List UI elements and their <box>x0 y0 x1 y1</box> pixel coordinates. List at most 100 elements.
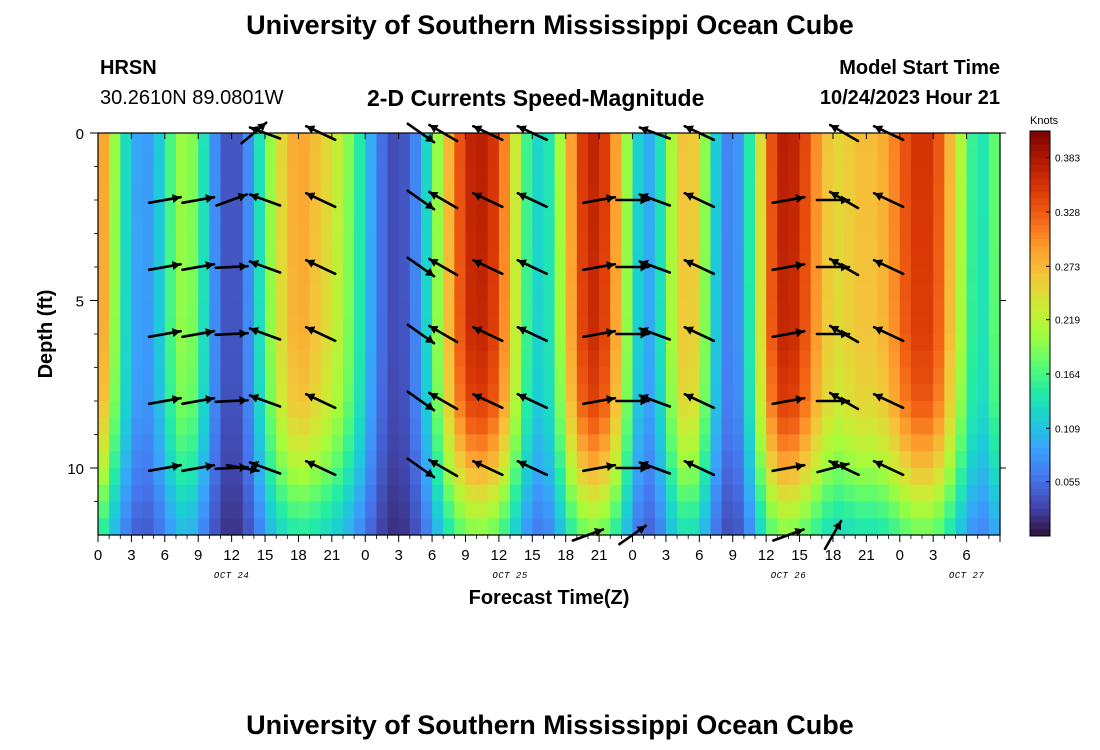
heat-cell <box>98 300 110 318</box>
heat-cell <box>721 384 734 402</box>
heat-cell <box>398 283 411 302</box>
heat-cell <box>955 267 968 285</box>
heat-cell <box>988 300 1001 318</box>
vector-head <box>424 200 435 210</box>
heat-cell <box>164 250 177 268</box>
heat-cell <box>387 434 400 452</box>
heat-cell <box>131 233 144 251</box>
heat-cell <box>766 434 778 452</box>
heat-cell <box>977 501 990 519</box>
heat-cell <box>643 300 656 318</box>
heat-cell <box>354 501 366 519</box>
heat-cell <box>142 183 155 201</box>
heat-cell <box>287 166 300 184</box>
heat-cell <box>309 501 322 519</box>
heat-cell <box>120 518 133 536</box>
heat-cell <box>276 468 288 486</box>
heat-cell <box>98 267 110 285</box>
heat-cell <box>387 300 400 318</box>
heat-cell <box>732 434 745 452</box>
current-vector <box>304 258 337 276</box>
heat-cell <box>988 350 1001 369</box>
heat-cell <box>699 468 712 486</box>
heat-cell <box>565 334 578 352</box>
heat-cell <box>420 133 433 151</box>
heat-cell <box>164 149 177 168</box>
heat-cell <box>699 300 712 318</box>
heat-cell <box>643 283 656 302</box>
heat-cell <box>476 300 489 318</box>
heat-cell <box>276 233 288 251</box>
heat-cell <box>231 401 244 419</box>
heat-cell <box>621 384 634 402</box>
heat-cell <box>153 133 166 151</box>
heat-cell <box>810 417 823 436</box>
heat-cell <box>164 200 177 218</box>
vector-head <box>606 261 615 271</box>
heat-cell <box>354 200 366 218</box>
heat-cell <box>387 166 400 184</box>
heat-cell <box>454 233 467 251</box>
heat-cell <box>276 417 288 436</box>
heat-cell <box>198 133 210 151</box>
heat-cell <box>688 401 700 419</box>
heat-cell <box>253 216 266 235</box>
heat-cell <box>320 166 333 184</box>
heat-cell <box>888 334 901 352</box>
heat-cell <box>732 417 745 436</box>
heat-cell <box>855 451 867 469</box>
heat-cell <box>198 334 210 352</box>
heat-cell <box>354 166 366 184</box>
heat-cell <box>599 283 611 302</box>
heat-cell <box>710 434 723 452</box>
heat-cell <box>721 468 734 486</box>
heat-cell <box>510 200 522 218</box>
heat-cell <box>175 384 188 402</box>
heat-cell <box>253 283 266 302</box>
heat-cell <box>576 283 589 302</box>
heat-cell <box>287 233 300 251</box>
heat-cell <box>643 216 656 235</box>
heat-cell <box>554 367 567 385</box>
heat-cell <box>554 468 567 486</box>
colorbar-step <box>1030 266 1050 274</box>
heat-cell <box>487 267 500 285</box>
heat-cell <box>376 350 389 369</box>
heat-cell <box>109 334 121 352</box>
vector-head <box>833 521 841 531</box>
colorbar-step <box>1030 158 1050 166</box>
heat-cell <box>922 384 934 402</box>
current-vector <box>828 459 860 477</box>
heat-cell <box>565 267 578 285</box>
heat-cell <box>688 283 700 302</box>
heat-cell <box>922 367 934 385</box>
heat-cell <box>643 384 656 402</box>
date-label: OCT 26 <box>771 571 807 581</box>
heat-cell <box>632 451 645 469</box>
heat-cell <box>376 166 389 184</box>
heat-cell <box>621 149 634 168</box>
heat-cell <box>164 166 177 184</box>
heat-cell <box>922 501 934 519</box>
heat-cell <box>376 401 389 419</box>
heat-cell <box>821 317 834 335</box>
heat-cell <box>844 317 856 335</box>
x-tick-label: 15 <box>257 547 274 564</box>
heat-cell <box>866 417 879 436</box>
heat-cell <box>699 334 712 352</box>
heat-cell <box>677 317 689 335</box>
heat-cell <box>599 401 611 419</box>
heat-cell <box>966 300 979 318</box>
heat-cell <box>510 468 522 486</box>
heat-cell <box>109 317 121 335</box>
heat-cell <box>922 133 934 151</box>
vector-head <box>257 122 267 132</box>
heat-cell <box>454 384 467 402</box>
heat-cell <box>320 300 333 318</box>
heat-cell <box>810 434 823 452</box>
colorbar-step <box>1030 461 1050 469</box>
heat-cell <box>476 434 489 452</box>
vector-head <box>306 259 316 268</box>
vector-head <box>517 259 527 268</box>
heat-cell <box>554 300 567 318</box>
